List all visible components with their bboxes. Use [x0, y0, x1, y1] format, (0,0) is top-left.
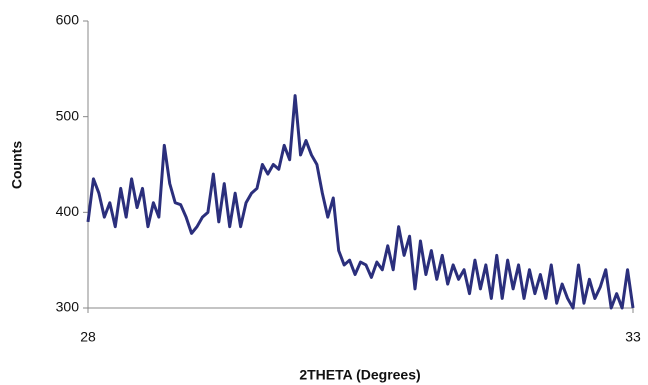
y-tick-label: 500: [56, 107, 80, 123]
y-axis-label: Counts: [9, 141, 25, 189]
y-tick-label: 400: [56, 203, 80, 219]
x-axis-label: 2THETA (Degrees): [299, 367, 420, 383]
data-line: [86, 94, 635, 310]
y-tick-label: 600: [56, 12, 80, 28]
y-tick-label: 300: [56, 299, 80, 315]
x-tick-label: 33: [625, 329, 641, 345]
x-tick-label: 28: [80, 329, 96, 345]
